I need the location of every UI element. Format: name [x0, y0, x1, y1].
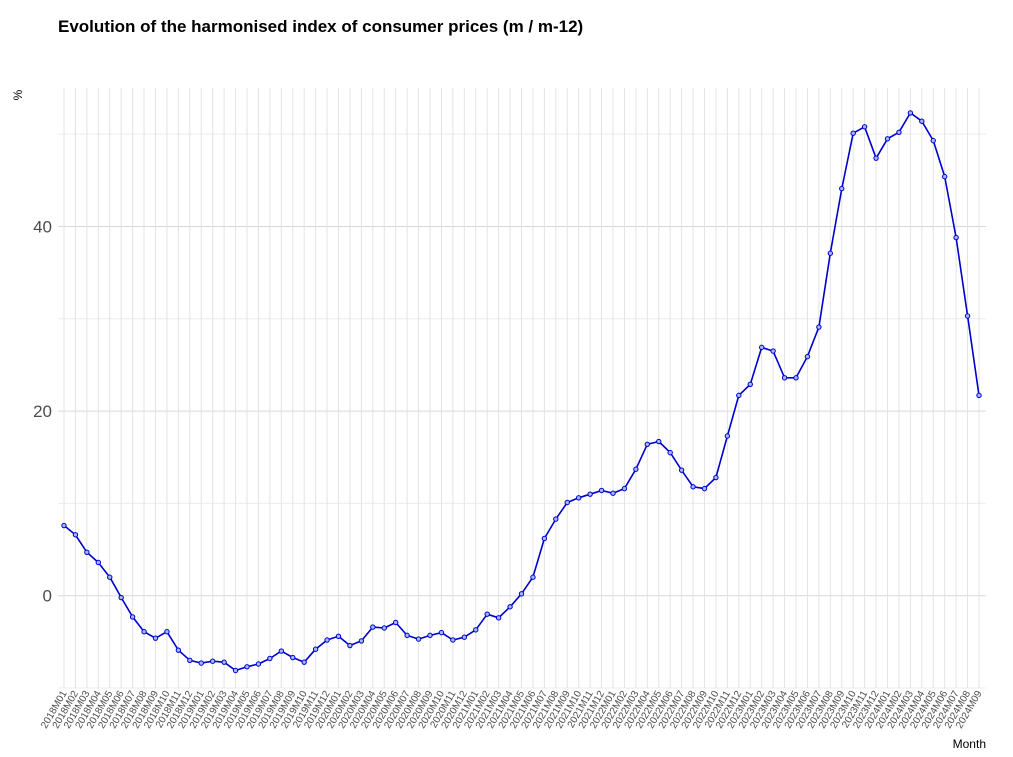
data-point: [736, 392, 742, 399]
data-point: [187, 657, 193, 664]
data-point: [793, 375, 799, 381]
y-tick-label: 0: [43, 587, 52, 606]
data-point: [747, 381, 753, 388]
data-point: [656, 438, 662, 445]
data-point: [335, 633, 342, 640]
data-point: [484, 611, 490, 617]
data-point: [827, 250, 834, 256]
x-axis-ticks: 2018M012018M022018M032018M042018M052018M…: [39, 689, 985, 731]
data-point: [953, 234, 959, 241]
data-point: [633, 466, 639, 472]
data-point: [175, 647, 182, 653]
data-point: [267, 655, 273, 662]
data-point: [221, 659, 227, 665]
data-point: [850, 130, 856, 136]
data-point: [724, 433, 731, 439]
data-point: [713, 474, 719, 481]
data-point: [690, 484, 696, 490]
major-gridlines: [58, 88, 986, 688]
data-point: [404, 632, 410, 639]
data-point: [392, 619, 399, 626]
data-point: [141, 628, 147, 635]
data-point: [290, 654, 296, 661]
data-point: [495, 615, 502, 621]
data-point: [255, 661, 262, 667]
data-point: [232, 667, 239, 674]
data-point: [530, 574, 536, 580]
data-point: [278, 648, 285, 654]
data-point: [541, 535, 548, 542]
data-point: [438, 629, 445, 636]
data-point: [324, 637, 330, 643]
y-tick-label: 40: [33, 217, 52, 236]
data-point: [152, 635, 159, 641]
data-point: [370, 624, 376, 630]
data-point: [461, 634, 468, 640]
data-point: [964, 313, 971, 319]
data-point: [358, 638, 365, 644]
data-point: [667, 449, 673, 456]
data-point: [781, 375, 788, 381]
data-point: [701, 485, 708, 492]
data-point: [312, 646, 319, 652]
y-tick-label: 20: [33, 402, 52, 421]
data-point: [209, 658, 216, 664]
data-point: [907, 110, 914, 116]
data-point: [450, 637, 456, 643]
y-axis-ticks: 0 20 40: [33, 217, 52, 605]
data-point: [621, 485, 628, 492]
data-point: [919, 118, 925, 124]
data-point: [644, 441, 651, 448]
data-point: [164, 628, 170, 635]
data-point: [129, 614, 136, 620]
data-point: [587, 491, 593, 497]
data-point: [930, 137, 936, 144]
data-point: [575, 495, 582, 501]
data-point: [61, 522, 67, 529]
data-point: [518, 591, 525, 597]
data-point: [804, 353, 811, 360]
data-point: [95, 559, 102, 566]
chart-title: Evolution of the harmonised index of con…: [58, 17, 584, 36]
data-point: [896, 129, 902, 136]
y-axis-label: %: [11, 89, 25, 100]
data-point: [198, 660, 204, 666]
data-point: [553, 516, 559, 522]
data-point: [770, 348, 776, 354]
data-point: [84, 549, 90, 556]
data-point: [884, 136, 891, 142]
data-point: [564, 499, 570, 506]
data-point: [816, 324, 822, 330]
data-point: [610, 490, 616, 496]
data-point: [941, 173, 948, 180]
data-point: [678, 467, 685, 473]
data-point: [839, 185, 845, 192]
data-point: [415, 636, 422, 642]
data-point: [976, 392, 982, 399]
data-point: [473, 627, 479, 633]
data-point: [427, 632, 433, 639]
data-point: [758, 344, 765, 351]
data-point: [598, 487, 605, 494]
data-point: [873, 155, 879, 161]
data-point: [861, 124, 868, 130]
data-point: [381, 625, 387, 631]
series-hicp: [61, 110, 982, 674]
data-point: [244, 664, 250, 670]
data-point: [118, 594, 124, 601]
data-point: [72, 532, 79, 538]
data-point: [507, 604, 513, 610]
data-point: [301, 659, 307, 665]
data-point: [347, 642, 353, 649]
data-point: [107, 574, 113, 580]
x-axis-label: Month: [953, 737, 986, 751]
